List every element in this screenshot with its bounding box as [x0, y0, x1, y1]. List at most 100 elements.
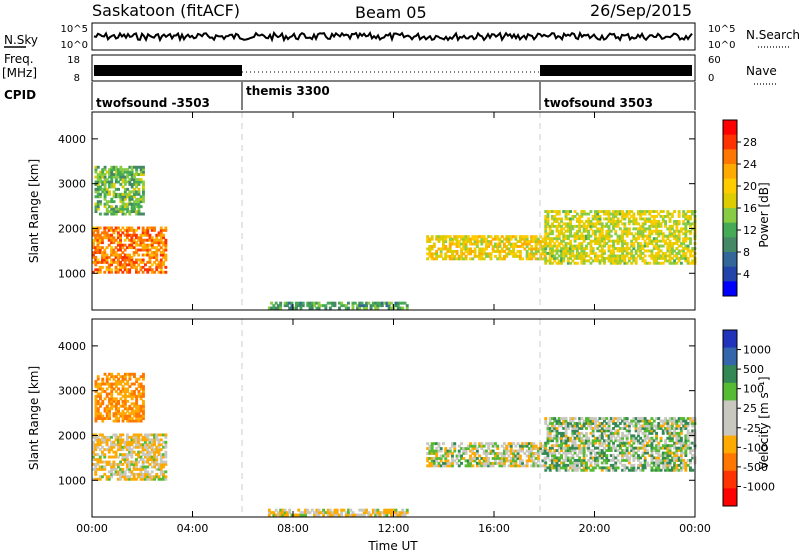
echo-cell	[96, 192, 100, 196]
echo-cell	[141, 241, 145, 245]
echo-cell	[101, 187, 105, 191]
echo-cell	[430, 252, 434, 256]
echo-cell	[677, 436, 681, 440]
echo-cell	[142, 190, 145, 194]
echo-cell	[98, 238, 102, 242]
colorbar-swatch	[723, 134, 737, 150]
echo-cell	[125, 258, 129, 262]
echo-cell	[650, 466, 654, 470]
echo-cell	[96, 236, 100, 240]
echo-cell	[101, 445, 104, 449]
echo-cell	[666, 446, 670, 450]
echo-cell	[480, 237, 484, 241]
echo-cell	[123, 263, 127, 267]
echo-cell	[387, 304, 391, 308]
echo-cell	[682, 451, 686, 455]
echo-cell	[133, 192, 136, 196]
echo-cell	[582, 252, 586, 255]
echo-cell	[560, 259, 563, 263]
echo-cell	[487, 447, 491, 450]
echo-cell	[632, 212, 636, 216]
echo-cell	[103, 256, 107, 259]
echo-cell	[99, 404, 102, 408]
echo-cell	[105, 233, 109, 237]
echo-cell	[496, 447, 500, 450]
echo-cell	[691, 454, 695, 457]
echo-cell	[646, 451, 649, 455]
echo-cell	[119, 470, 122, 474]
echo-cell	[605, 237, 609, 241]
echo-cell	[150, 226, 154, 230]
echo-cell	[123, 402, 127, 406]
echo-cell	[126, 394, 130, 398]
echo-cell	[101, 377, 105, 381]
nsky-left-tick-bottom: 10^0	[61, 40, 88, 51]
echo-cell	[94, 226, 98, 230]
echo-cell	[507, 240, 511, 243]
echo-cell	[564, 441, 568, 445]
echo-cell	[491, 247, 495, 251]
echo-cell	[607, 468, 611, 472]
echo-cell	[103, 190, 107, 194]
echo-cell	[119, 200, 123, 204]
echo-cell	[652, 222, 656, 226]
echo-cell	[430, 237, 434, 241]
echo-cell	[578, 217, 582, 221]
echo-cell	[317, 513, 321, 517]
echo-cell	[135, 202, 139, 206]
echo-cell	[101, 440, 104, 444]
echo-cell	[675, 427, 679, 430]
echo-cell	[618, 417, 622, 420]
echo-cell	[686, 444, 690, 448]
echo-cell	[655, 424, 658, 428]
echo-cell	[614, 456, 618, 460]
echo-cell	[130, 190, 134, 194]
echo-cell	[666, 242, 670, 245]
echo-cell	[564, 468, 568, 472]
echo-cell	[164, 270, 168, 274]
echo-cell	[98, 233, 102, 237]
echo-cell	[637, 417, 640, 420]
echo-cell	[101, 414, 105, 418]
echo-cell	[96, 402, 100, 406]
echo-cell	[571, 446, 575, 450]
echo-cell	[607, 244, 611, 248]
echo-cell	[130, 438, 134, 442]
echo-cell	[103, 202, 107, 206]
echo-cell	[428, 254, 432, 258]
echo-cell	[664, 429, 667, 433]
echo-cell	[591, 456, 595, 460]
echo-cell	[625, 229, 629, 233]
echo-cell	[623, 239, 627, 243]
colorbar-tick-label: 28	[743, 136, 757, 149]
echo-cell	[374, 306, 378, 310]
echo-cell	[530, 444, 534, 448]
echo-cell	[618, 441, 622, 445]
echo-cell	[691, 419, 695, 423]
echo-cell	[148, 236, 152, 240]
echo-cell	[643, 210, 647, 213]
echo-cell	[551, 422, 554, 425]
echo-cell	[439, 447, 443, 450]
echo-cell	[668, 439, 672, 443]
echo-cell	[587, 242, 591, 245]
echo-cell	[571, 429, 575, 433]
echo-cell	[464, 247, 468, 251]
echo-cell	[627, 256, 631, 260]
echo-cell	[564, 431, 568, 435]
echo-cell	[655, 247, 658, 250]
echo-cell	[119, 380, 123, 383]
echo-cell	[159, 238, 163, 242]
echo-cell	[150, 263, 154, 267]
echo-cell	[632, 222, 636, 226]
echo-cell	[564, 249, 568, 253]
echo-cell	[569, 451, 572, 455]
echo-cell	[142, 187, 145, 191]
echo-cell	[451, 464, 454, 468]
echo-cell	[130, 470, 134, 474]
echo-cell	[96, 258, 100, 262]
echo-cell	[137, 433, 141, 437]
echo-cell	[618, 212, 622, 216]
echo-cell	[562, 227, 566, 231]
echo-cell	[94, 382, 98, 386]
